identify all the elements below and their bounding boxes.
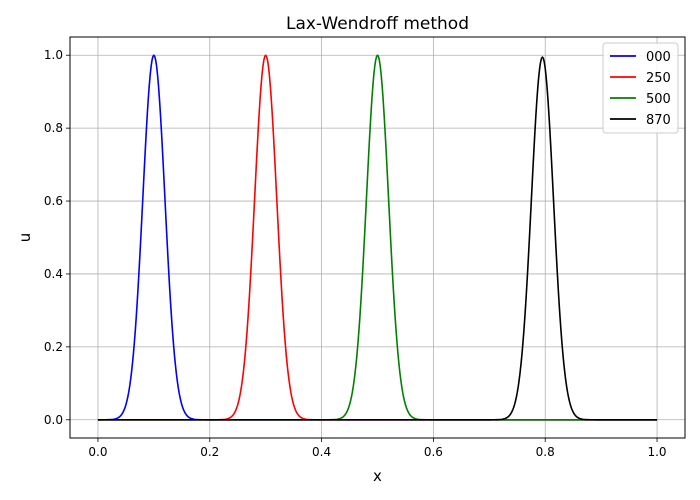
- y-tick-label: 0.4: [44, 267, 63, 281]
- x-axis-label: x: [373, 467, 382, 485]
- series-lines: [97, 54, 658, 421]
- legend-label-500: 500: [646, 92, 671, 107]
- y-tick-label: 0.0: [44, 413, 63, 427]
- y-tick-label: 1.0: [44, 48, 63, 62]
- legend-label-000: 000: [646, 50, 671, 65]
- x-tick-label: 0.6: [424, 445, 443, 459]
- y-tick-label: 0.2: [44, 340, 63, 354]
- axis-ticks: 0.0 0.2 0.4 0.6 0.8 1.0 0.0 0.2 0.4 0.6 0.8 1.0: [44, 48, 667, 459]
- legend-label-870: 870: [646, 113, 671, 128]
- x-tick-label: 0.8: [536, 445, 555, 459]
- x-tick-label: 1.0: [647, 445, 666, 459]
- legend-box: [602, 42, 679, 134]
- x-tick-label: 0.0: [88, 445, 107, 459]
- chart-title: Lax-Wendroff method: [286, 14, 469, 34]
- y-tick-label: 0.6: [44, 194, 63, 208]
- legend: 000 250 500 870: [602, 42, 679, 134]
- plot-frame: [69, 36, 686, 439]
- x-tick-label: 0.2: [200, 445, 219, 459]
- y-tick-label: 0.8: [44, 121, 63, 135]
- series-line-870: [97, 56, 658, 421]
- y-axis-label: u: [16, 233, 34, 243]
- legend-label-250: 250: [646, 71, 671, 86]
- x-tick-label: 0.4: [312, 445, 331, 459]
